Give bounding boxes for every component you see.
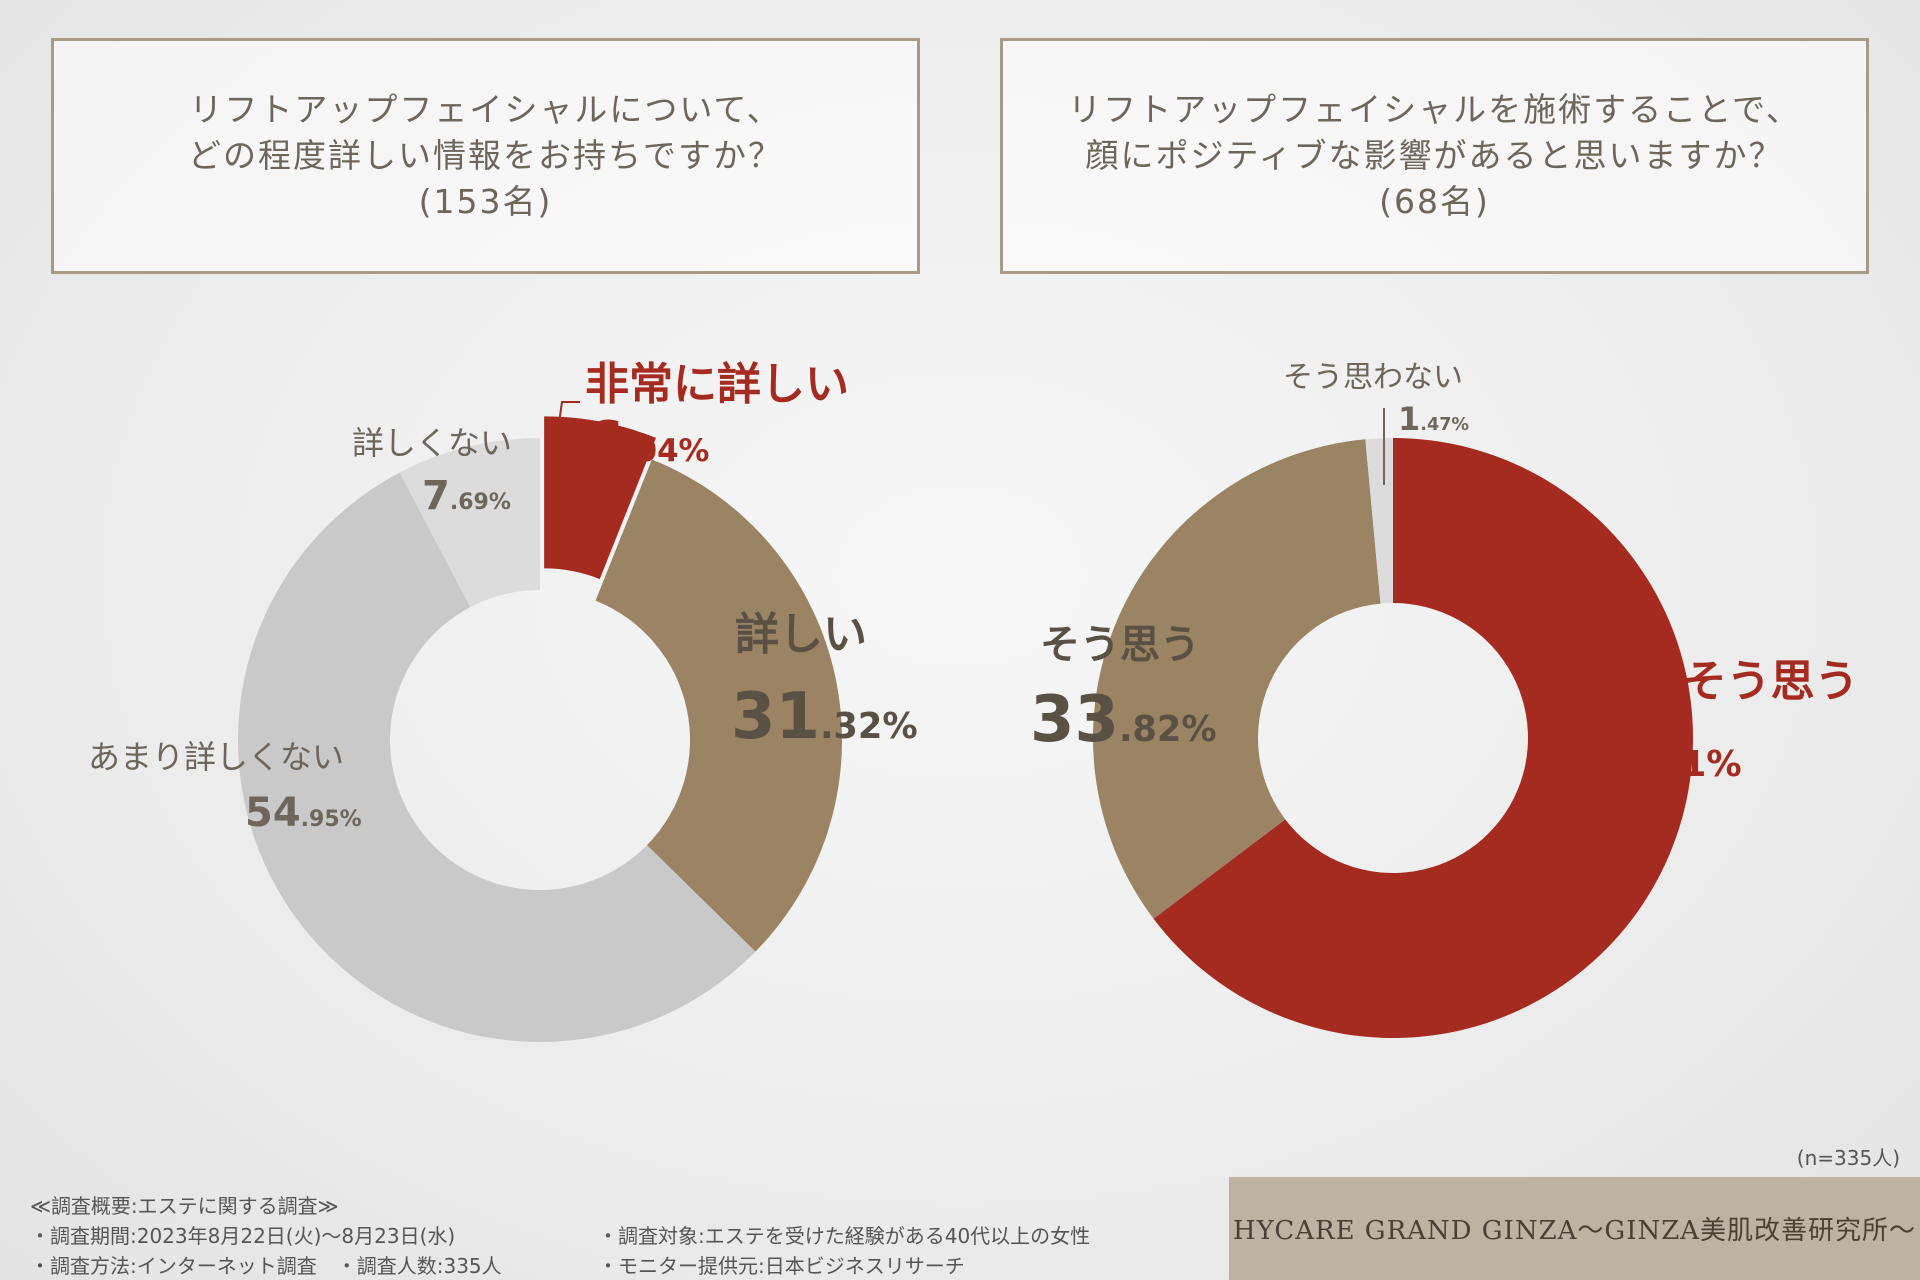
question-1-line-1: リフトアップフェイシャルについて、 [189,90,782,129]
label-agree: そう思う [1040,622,1200,668]
pct-not-very-detailed: 54.95% [245,790,362,836]
survey-target: ・調査対象:エステを受けた経験がある40代以上の女性 [598,1224,1091,1248]
pct-very-detailed-int: 6 [585,410,624,475]
pct-detailed: 31.32% [731,680,918,754]
pct-not-detailed-int: 7 [422,473,450,519]
question-2-count: (68名) [1379,182,1490,221]
brand-text: HYCARE GRAND GINZA〜GINZA美肌改善研究所〜 [1232,1216,1917,1246]
brand-box: HYCARE GRAND GINZA〜GINZA美肌改善研究所〜 [1229,1177,1920,1280]
pct-agree-dec: .82% [1119,709,1217,750]
label-not-detailed: 詳しくない [352,424,513,462]
pct-very-detailed: 6.04% [585,410,709,475]
label-disagree: そう思わない [1283,360,1463,395]
label-detailed: 詳しい [735,609,867,660]
pct-strongly-agree-dec: .71% [1644,744,1742,785]
pct-strongly-agree: 64.71% [1555,718,1742,792]
donut-2-slice-2 [1365,438,1393,604]
pct-strongly-agree-int: 64 [1555,718,1645,792]
donut-2-slice-1 [1093,439,1381,919]
leader-very-detailed [557,401,580,431]
pct-agree-int: 33 [1030,683,1120,757]
question-1-count: (153名) [418,182,553,221]
pct-agree: 33.82% [1030,683,1217,757]
label-not-very-detailed: あまり詳しくない [88,738,345,776]
survey-provider: ・モニター提供元:日本ビジネスリサーチ [598,1254,965,1278]
pct-detailed-dec: .32% [820,706,918,747]
pct-detailed-int: 31 [731,680,821,754]
survey-period: ・調査期間:2023年8月22日(火)〜8月23日(水) [30,1224,456,1248]
question-2-line-1: リフトアップフェイシャルを施術することで、 [1068,90,1801,129]
label-very-detailed: 非常に詳しい [585,359,849,410]
question-2-line-2: 顔にポジティブな影響があると思いますか？ [1085,136,1784,175]
pct-very-detailed-dec: .04% [623,433,710,469]
pct-disagree-dec: .47% [1420,415,1470,435]
survey-summary-title: ≪調査概要:エステに関する調査≫ [30,1194,339,1218]
pct-not-very-detailed-int: 54 [245,790,301,836]
pct-not-very-detailed-dec: .95% [300,807,362,832]
sample-size-note: (n=335人) [1796,1146,1900,1170]
survey-method: ・調査方法:インターネット調査 ・調査人数:335人 [30,1254,502,1278]
label-strongly-agree: とてもそう思う [1555,656,1859,707]
pct-disagree-int: 1 [1398,400,1421,438]
question-box-2: リフトアップフェイシャルを施術することで、 顔にポジティブな影響があると思います… [1000,38,1869,274]
pct-disagree: 1.47% [1398,400,1469,438]
pct-not-detailed: 7.69% [422,473,511,519]
question-box-1: リフトアップフェイシャルについて、 どの程度詳しい情報をお持ちですか？ (153… [51,38,920,274]
pct-not-detailed-dec: .69% [449,490,511,515]
question-1-line-2: どの程度詳しい情報をお持ちですか？ [188,136,783,175]
